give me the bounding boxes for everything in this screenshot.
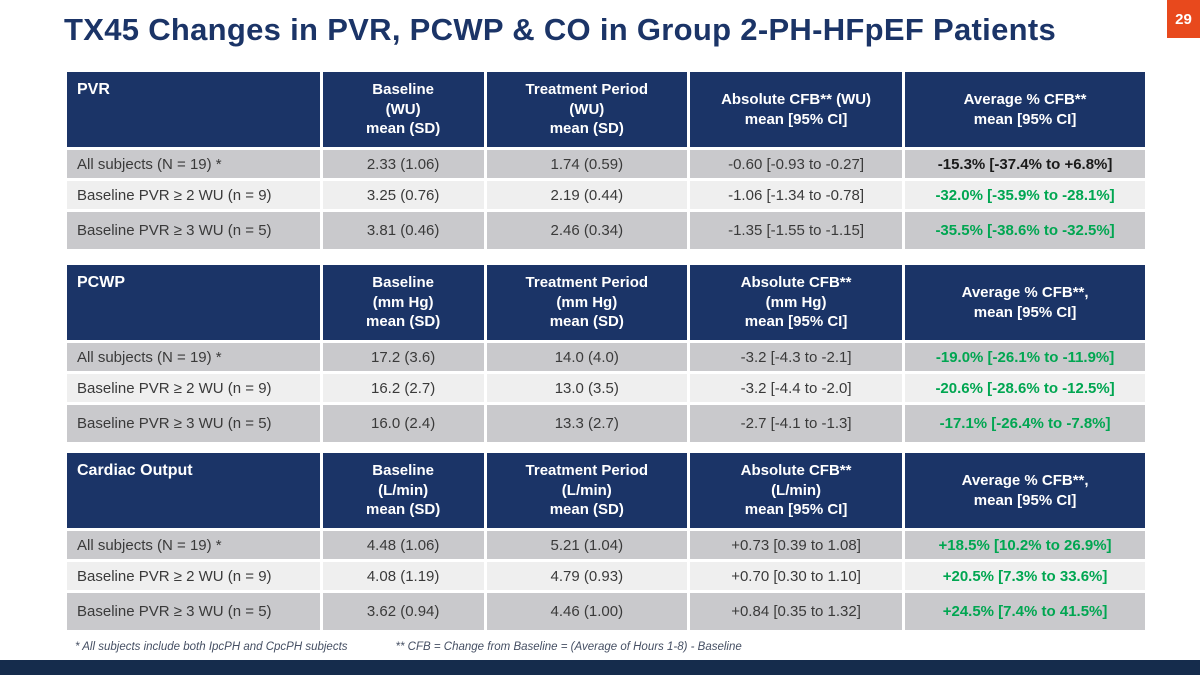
pcwp-header-row: PCWP Baseline (mm Hg) mean (SD) Treatmen… [67,265,1145,340]
cell-treatment: 4.46 (1.00) [486,593,687,630]
table-row: All subjects (N = 19) * 4.48 (1.06) 5.21… [67,531,1145,559]
footnotes: * All subjects include both IpcPH and Cp… [75,641,742,653]
pvr-header-treatment: Treatment Period (WU) mean (SD) [486,72,687,147]
row-label: All subjects (N = 19) * [67,150,320,178]
footnote-all-subjects: * All subjects include both IpcPH and Cp… [75,641,348,653]
pcwp-header-baseline: Baseline (mm Hg) mean (SD) [322,265,484,340]
table-row: Baseline PVR ≥ 3 WU (n = 5) 3.81 (0.46) … [67,212,1145,249]
cell-average-cfb: -32.0% [-35.9% to -28.1%] [905,181,1145,209]
cell-baseline: 2.33 (1.06) [322,150,484,178]
pvr-table: PVR Baseline (WU) mean (SD) Treatment Pe… [64,69,1148,252]
cell-treatment: 4.79 (0.93) [486,562,687,590]
page-number-badge: 29 [1167,0,1200,38]
cell-absolute-cfb: -1.35 [-1.55 to -1.15] [690,212,903,249]
cell-treatment: 2.19 (0.44) [486,181,687,209]
cell-absolute-cfb: -2.7 [-4.1 to -1.3] [690,405,903,442]
cell-baseline: 4.08 (1.19) [322,562,484,590]
tables-container: PVR Baseline (WU) mean (SD) Treatment Pe… [64,69,1148,633]
cardiac-output-table: Cardiac Output Baseline (L/min) mean (SD… [64,450,1148,633]
row-label: All subjects (N = 19) * [67,531,320,559]
cell-absolute-cfb: -0.60 [-0.93 to -0.27] [690,150,903,178]
cell-absolute-cfb: -3.2 [-4.3 to -2.1] [690,343,903,371]
row-label: All subjects (N = 19) * [67,343,320,371]
pvr-header-absolute-cfb: Absolute CFB** (WU) mean [95% CI] [690,72,903,147]
row-label: Baseline PVR ≥ 3 WU (n = 5) [67,212,320,249]
row-label: Baseline PVR ≥ 3 WU (n = 5) [67,405,320,442]
co-header-treatment: Treatment Period (L/min) mean (SD) [486,453,687,528]
table-row: Baseline PVR ≥ 2 WU (n = 9) 3.25 (0.76) … [67,181,1145,209]
cell-average-cfb: -20.6% [-28.6% to -12.5%] [905,374,1145,402]
cell-treatment: 14.0 (4.0) [486,343,687,371]
co-header-baseline: Baseline (L/min) mean (SD) [322,453,484,528]
cell-absolute-cfb: -1.06 [-1.34 to -0.78] [690,181,903,209]
row-label: Baseline PVR ≥ 2 WU (n = 9) [67,562,320,590]
cell-baseline: 4.48 (1.06) [322,531,484,559]
row-label: Baseline PVR ≥ 3 WU (n = 5) [67,593,320,630]
cell-baseline: 17.2 (3.6) [322,343,484,371]
cell-absolute-cfb: +0.73 [0.39 to 1.08] [690,531,903,559]
cell-average-cfb: +18.5% [10.2% to 26.9%] [905,531,1145,559]
cell-absolute-cfb: +0.70 [0.30 to 1.10] [690,562,903,590]
pcwp-header-absolute-cfb: Absolute CFB** (mm Hg) mean [95% CI] [690,265,903,340]
cell-treatment: 13.0 (3.5) [486,374,687,402]
pvr-header-row: PVR Baseline (WU) mean (SD) Treatment Pe… [67,72,1145,147]
co-header-name: Cardiac Output [67,453,320,528]
cell-baseline: 3.62 (0.94) [322,593,484,630]
table-row: Baseline PVR ≥ 2 WU (n = 9) 4.08 (1.19) … [67,562,1145,590]
table-row: All subjects (N = 19) * 2.33 (1.06) 1.74… [67,150,1145,178]
co-header-row: Cardiac Output Baseline (L/min) mean (SD… [67,453,1145,528]
table-row: Baseline PVR ≥ 3 WU (n = 5) 16.0 (2.4) 1… [67,405,1145,442]
pvr-header-name: PVR [67,72,320,147]
cell-average-cfb: +20.5% [7.3% to 33.6%] [905,562,1145,590]
co-header-absolute-cfb: Absolute CFB** (L/min) mean [95% CI] [690,453,903,528]
footer-bar [0,660,1200,675]
pcwp-header-treatment: Treatment Period (mm Hg) mean (SD) [486,265,687,340]
cell-average-cfb: -35.5% [-38.6% to -32.5%] [905,212,1145,249]
table-row: Baseline PVR ≥ 2 WU (n = 9) 16.2 (2.7) 1… [67,374,1145,402]
pvr-header-baseline: Baseline (WU) mean (SD) [322,72,484,147]
cell-average-cfb: -17.1% [-26.4% to -7.8%] [905,405,1145,442]
cell-treatment: 1.74 (0.59) [486,150,687,178]
pcwp-header-average-cfb: Average % CFB**, mean [95% CI] [905,265,1145,340]
row-label: Baseline PVR ≥ 2 WU (n = 9) [67,374,320,402]
cell-treatment: 5.21 (1.04) [486,531,687,559]
cell-absolute-cfb: +0.84 [0.35 to 1.32] [690,593,903,630]
cell-average-cfb: -19.0% [-26.1% to -11.9%] [905,343,1145,371]
cell-baseline: 3.81 (0.46) [322,212,484,249]
slide-title: TX45 Changes in PVR, PCWP & CO in Group … [64,12,1057,47]
cell-baseline: 16.0 (2.4) [322,405,484,442]
cell-baseline: 3.25 (0.76) [322,181,484,209]
cell-baseline: 16.2 (2.7) [322,374,484,402]
pvr-header-average-cfb: Average % CFB** mean [95% CI] [905,72,1145,147]
table-row: Baseline PVR ≥ 3 WU (n = 5) 3.62 (0.94) … [67,593,1145,630]
cell-average-cfb: -15.3% [-37.4% to +6.8%] [905,150,1145,178]
pcwp-header-name: PCWP [67,265,320,340]
cell-average-cfb: +24.5% [7.4% to 41.5%] [905,593,1145,630]
co-header-average-cfb: Average % CFB**, mean [95% CI] [905,453,1145,528]
row-label: Baseline PVR ≥ 2 WU (n = 9) [67,181,320,209]
cell-treatment: 13.3 (2.7) [486,405,687,442]
cell-treatment: 2.46 (0.34) [486,212,687,249]
footnote-cfb-definition: ** CFB = Change from Baseline = (Average… [395,641,742,653]
pcwp-table: PCWP Baseline (mm Hg) mean (SD) Treatmen… [64,262,1148,445]
cell-absolute-cfb: -3.2 [-4.4 to -2.0] [690,374,903,402]
table-row: All subjects (N = 19) * 17.2 (3.6) 14.0 … [67,343,1145,371]
